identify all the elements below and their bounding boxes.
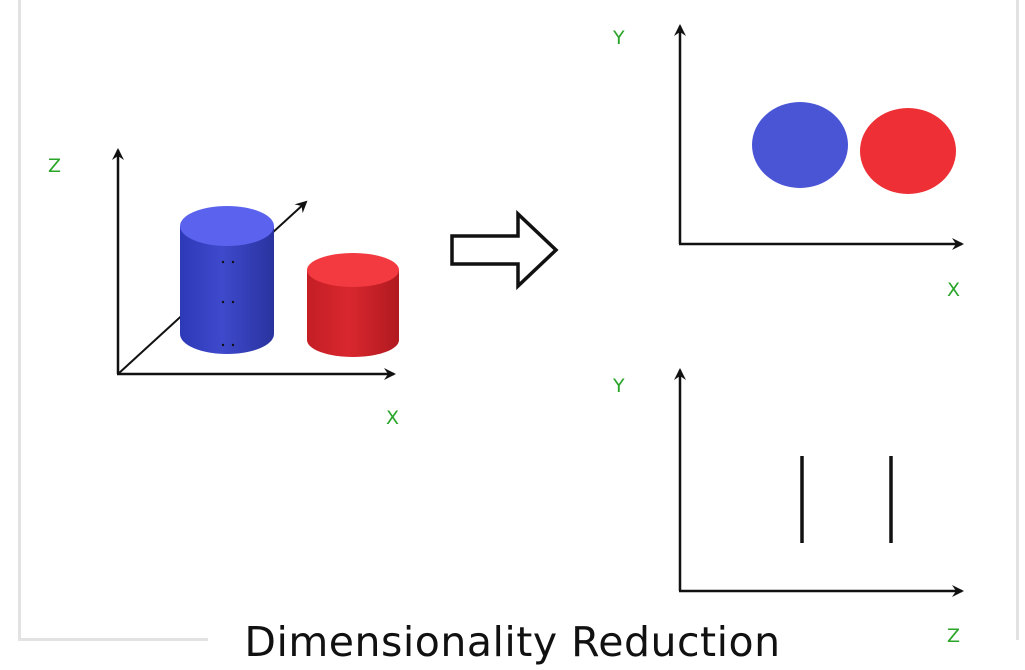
yz-projection-plot: Y Z bbox=[612, 368, 964, 647]
xy-projection-plot: Y X bbox=[612, 24, 964, 301]
left-3d-plot: Z X bbox=[48, 148, 399, 429]
left-z-label: Z bbox=[48, 155, 61, 177]
frame-bottom-border bbox=[18, 638, 208, 641]
red-circle bbox=[860, 108, 956, 194]
xy-y-label: Y bbox=[612, 27, 625, 49]
diagram-caption: Dimensionality Reduction bbox=[244, 618, 781, 666]
yz-y-label: Y bbox=[612, 375, 625, 397]
yz-z-label: Z bbox=[947, 625, 960, 647]
left-x-label: X bbox=[386, 407, 399, 429]
frame-right-border bbox=[1016, 0, 1019, 640]
red-cylinder bbox=[307, 253, 399, 357]
transform-arrow-icon bbox=[450, 209, 559, 291]
xy-x-label: X bbox=[947, 279, 960, 301]
blue-cylinder bbox=[180, 206, 274, 354]
frame-left-border bbox=[18, 0, 21, 640]
blue-circle bbox=[752, 102, 848, 188]
